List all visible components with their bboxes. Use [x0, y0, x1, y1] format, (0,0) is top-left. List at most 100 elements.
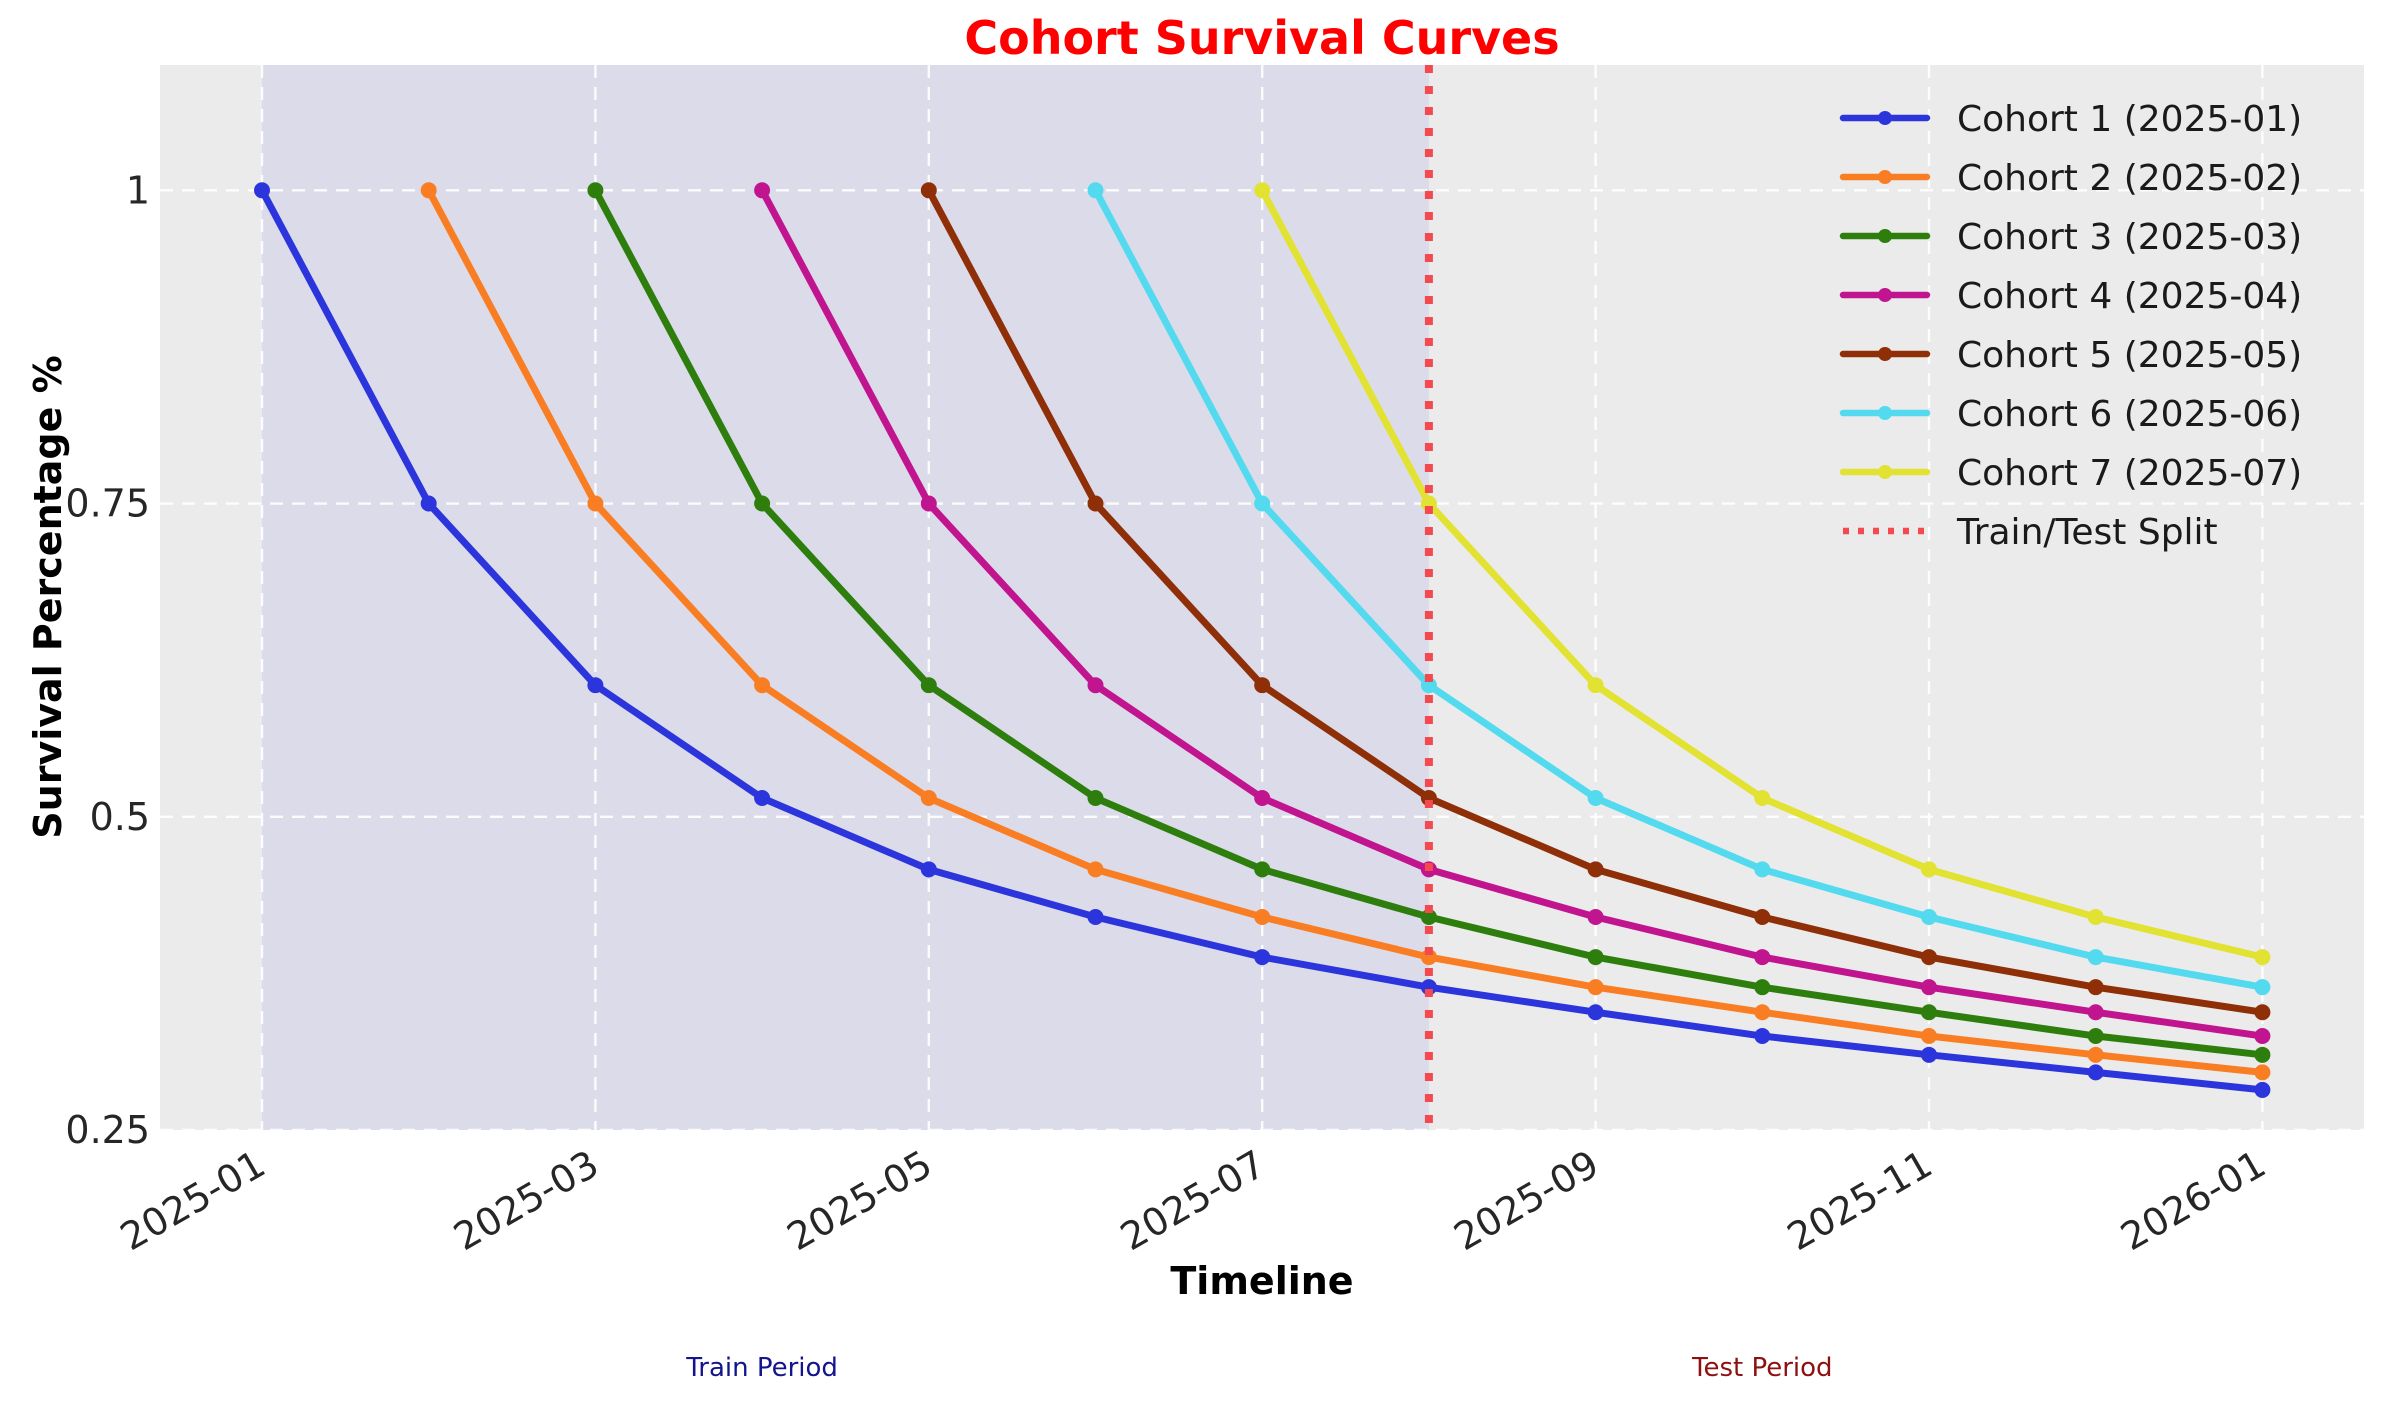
data-point-marker	[1587, 1004, 1604, 1021]
data-point-marker	[1087, 789, 1104, 806]
data-point-marker	[420, 182, 437, 199]
series-line	[425, 186, 2266, 1076]
data-point-marker	[1921, 1046, 1937, 1063]
legend-item-cohort-5: Cohort 5 (2025-05)	[1839, 335, 2302, 376]
data-point-marker	[1587, 861, 1604, 878]
data-point-marker	[2087, 1064, 2104, 1081]
data-point-marker	[1754, 789, 1771, 806]
data-point-marker	[420, 495, 437, 512]
data-point-marker	[1587, 677, 1604, 694]
data-point-marker	[2254, 1064, 2271, 1081]
y-tick-label: 0.5	[90, 795, 150, 839]
data-point-marker	[2254, 979, 2271, 996]
data-point-marker	[2087, 1046, 2104, 1063]
series-line	[758, 186, 2266, 1040]
data-point-marker	[754, 677, 771, 694]
legend-item-label: Cohort 7 (2025-07)	[1957, 453, 2302, 494]
data-point-marker	[920, 182, 937, 199]
data-point-marker	[1254, 909, 1271, 925]
series-cohort-1	[254, 182, 2271, 1098]
legend-item-label: Train/Test Split	[1956, 512, 2218, 553]
data-point-marker	[2254, 949, 2271, 966]
legend-marker	[1878, 406, 1892, 420]
legend-item-label: Cohort 5 (2025-05)	[1957, 335, 2302, 376]
legend-item-label: Cohort 3 (2025-03)	[1957, 217, 2302, 258]
legend-item-cohort-4: Cohort 4 (2025-04)	[1839, 276, 2302, 317]
data-point-marker	[920, 677, 937, 694]
y-tick-label: 0.75	[65, 482, 150, 526]
data-point-marker	[2087, 909, 2104, 925]
data-point-marker	[1587, 949, 1604, 966]
legend-item-label: Cohort 4 (2025-04)	[1957, 276, 2302, 317]
data-point-marker	[1254, 861, 1271, 878]
series-cohort-6	[1087, 182, 2271, 996]
legend-item-label: Cohort 6 (2025-06)	[1957, 394, 2302, 435]
data-point-marker	[2254, 1046, 2271, 1063]
data-point-marker	[2087, 979, 2104, 996]
legend-item-label: Cohort 1 (2025-01)	[1957, 99, 2302, 140]
legend-marker	[1878, 111, 1892, 125]
data-point-marker	[1087, 677, 1104, 694]
data-point-marker	[1087, 182, 1104, 199]
series-line	[1092, 186, 2266, 991]
data-point-marker	[1754, 949, 1771, 966]
data-point-marker	[1254, 182, 1271, 199]
legend-marker	[1878, 347, 1892, 361]
y-tick-labels: 1 0.75 0.5 0.25	[65, 168, 150, 1152]
series-cohort-4	[754, 182, 2271, 1045]
data-point-marker	[754, 182, 771, 199]
data-point-marker	[1254, 677, 1271, 694]
legend-marker	[1878, 229, 1892, 243]
series-cohort-2	[420, 182, 2271, 1081]
data-point-marker	[2087, 1028, 2104, 1045]
legend-item-label: Cohort 2 (2025-02)	[1957, 158, 2302, 199]
data-point-marker	[1587, 789, 1604, 806]
data-point-marker	[1754, 979, 1771, 996]
legend-item-cohort-2: Cohort 2 (2025-02)	[1839, 158, 2302, 199]
data-point-marker	[1921, 1004, 1937, 1021]
legend-item-cohort-1: Cohort 1 (2025-01)	[1839, 99, 2302, 140]
x-axis-label: Timeline	[1170, 1259, 1353, 1303]
data-point-marker	[1921, 1028, 1937, 1045]
data-point-marker	[1921, 909, 1937, 925]
legend-marker	[1878, 465, 1892, 479]
data-point-marker	[1754, 1004, 1771, 1021]
legend: Cohort 1 (2025-01) Cohort 2 (2025-02) Coho…	[1839, 99, 2302, 553]
series-lines	[254, 182, 2271, 1098]
data-point-marker	[1254, 949, 1271, 966]
data-point-marker	[1587, 909, 1604, 925]
data-point-marker	[754, 789, 771, 806]
series-cohort-5	[920, 182, 2271, 1021]
legend-marker	[1878, 170, 1892, 184]
data-point-marker	[920, 861, 937, 878]
data-point-marker	[587, 182, 604, 199]
data-point-marker	[1087, 861, 1104, 878]
data-point-marker	[920, 495, 937, 512]
data-point-marker	[1587, 979, 1604, 996]
data-point-marker	[2087, 1004, 2104, 1021]
data-point-marker	[1754, 909, 1771, 925]
y-tick-label: 0.25	[65, 1108, 150, 1152]
data-point-marker	[1921, 979, 1937, 996]
y-tick-label: 1	[126, 168, 150, 212]
train-period-annotation: Train Period	[685, 1353, 838, 1383]
data-point-marker	[587, 495, 604, 512]
data-point-marker	[254, 182, 270, 199]
y-axis-label: Survival Percentage %	[26, 355, 70, 838]
legend-item-cohort-7: Cohort 7 (2025-07)	[1839, 453, 2302, 494]
data-point-marker	[2087, 949, 2104, 966]
data-point-marker	[2254, 1004, 2271, 1021]
data-point-marker	[920, 789, 937, 806]
data-point-marker	[2254, 1081, 2271, 1098]
data-point-marker	[1921, 861, 1937, 878]
chart-title: Cohort Survival Curves	[964, 11, 1559, 65]
legend-item-split: Train/Test Split	[1843, 512, 2218, 553]
data-point-marker	[587, 677, 604, 694]
data-point-marker	[754, 495, 771, 512]
data-point-marker	[2254, 1028, 2271, 1045]
data-point-marker	[1087, 495, 1104, 512]
data-point-marker	[1254, 495, 1271, 512]
data-point-marker	[1754, 1028, 1771, 1045]
